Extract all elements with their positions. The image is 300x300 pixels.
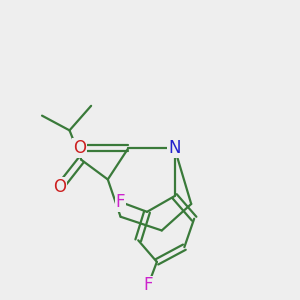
Text: O: O [53, 178, 66, 196]
Text: F: F [143, 276, 153, 294]
Text: N: N [168, 139, 181, 157]
Text: F: F [116, 193, 125, 211]
Text: O: O [73, 139, 86, 157]
